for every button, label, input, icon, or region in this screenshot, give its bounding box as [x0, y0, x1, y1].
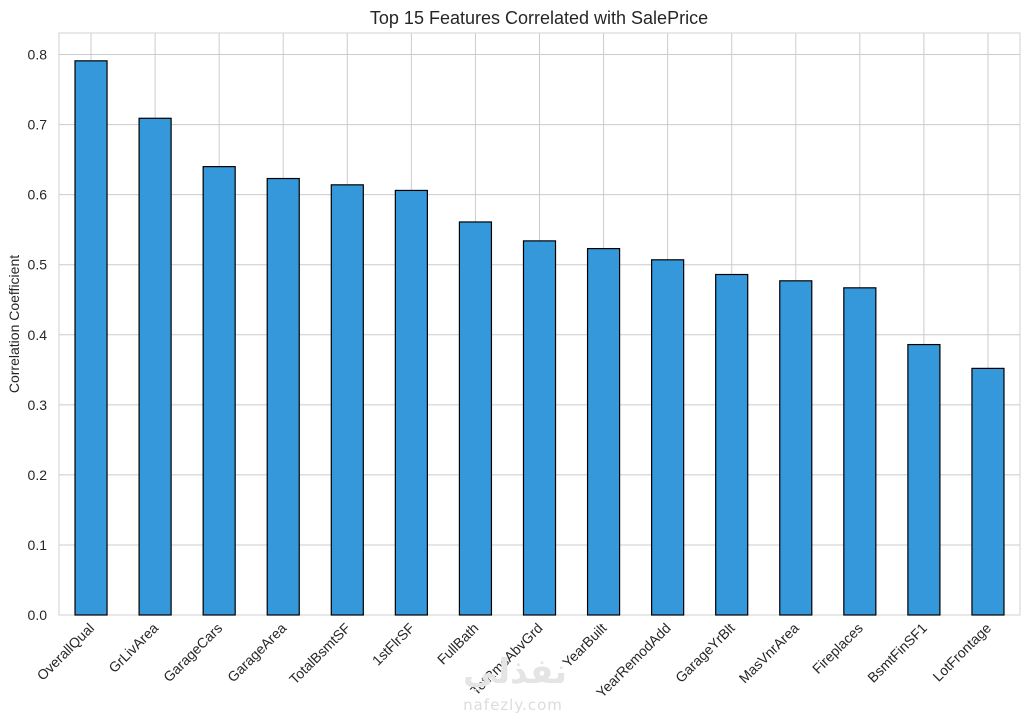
- x-tick-label: GrLivArea: [105, 620, 161, 676]
- bar-overallqual: [74, 60, 108, 616]
- x-tick-label: OverallQual: [34, 620, 98, 684]
- y-tick-label: 0.5: [28, 257, 48, 273]
- x-tick-label: GarageArea: [224, 620, 289, 685]
- y-tick-label: 0.2: [28, 467, 48, 483]
- x-tick-label: BsmtFinSF1: [864, 620, 930, 686]
- bar-yearremodadd: [651, 259, 685, 616]
- bar-garagecars: [202, 166, 236, 616]
- x-tick-label: GarageYrBlt: [672, 620, 738, 686]
- bar-fireplaces: [843, 287, 877, 616]
- chart-title: Top 15 Features Correlated with SalePric…: [370, 8, 708, 28]
- bar-grlivarea: [138, 117, 172, 616]
- bars: [74, 60, 1005, 616]
- y-tick-label: 0.4: [28, 327, 48, 343]
- bar-garagearea: [266, 177, 300, 616]
- y-tick-label: 0.6: [28, 187, 48, 203]
- bar-yearbuilt: [586, 247, 621, 616]
- x-tick-label: 1stFlrSF: [369, 620, 418, 669]
- bar-bsmtfinsf1: [907, 343, 941, 616]
- bar-lotfrontage: [971, 367, 1005, 616]
- bar-masvnrarea: [779, 280, 813, 616]
- x-tick-label: Fireplaces: [809, 620, 866, 677]
- bar-totalbsmtsf: [330, 184, 364, 616]
- y-tick-label: 0.1: [28, 537, 48, 553]
- y-tick-label: 0.3: [28, 397, 48, 413]
- y-axis-label: Correlation Coefficient: [6, 255, 22, 393]
- bar-1stflrsf: [394, 189, 428, 616]
- x-tick-label: GarageCars: [160, 620, 225, 685]
- watermark-latin: nafezly.com: [463, 696, 563, 714]
- bar-totrmsabvgrd: [522, 240, 557, 616]
- bar-fullbath: [458, 221, 493, 616]
- y-tick-label: 0.8: [28, 47, 48, 63]
- x-tick-label: MasVnrArea: [736, 620, 802, 686]
- y-tick-label: 0.0: [28, 607, 48, 623]
- watermark-arabic: نفذلي: [463, 652, 567, 692]
- y-tick-labels: 0.0 0.1 0.2 0.3 0.4 0.5 0.6 0.7 0.8: [28, 47, 48, 623]
- bar-garageyrblt: [715, 273, 749, 616]
- x-tick-label: LotFrontage: [929, 620, 994, 685]
- x-tick-label: TotalBsmtSF: [286, 620, 353, 687]
- watermark: نفذلي nafezly.com: [463, 652, 567, 714]
- y-tick-label: 0.7: [28, 117, 48, 133]
